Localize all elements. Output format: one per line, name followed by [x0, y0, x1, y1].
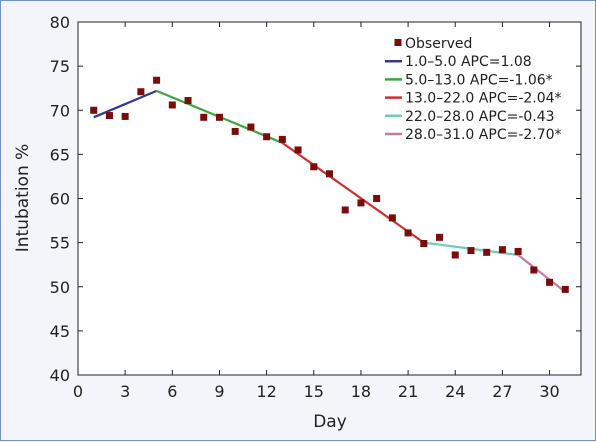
trend-segment-line [281, 142, 425, 244]
x-tick-label: 6 [167, 382, 177, 401]
x-tick-label: 0 [73, 382, 83, 401]
observed-point [388, 214, 396, 222]
x-tick-label: 24 [445, 382, 465, 401]
x-axis: 0 3 6 9 12 15 18 21 24 27 30 [73, 22, 560, 401]
y-tick-label: 75 [50, 57, 70, 76]
observed-point [357, 199, 365, 207]
x-tick-label: 9 [214, 382, 224, 401]
trend-segment-line [93, 89, 158, 119]
legend-label-segment: 22.0–28.0 APC=-0.43 [405, 109, 555, 125]
y-axis-label: Intubation % [13, 144, 33, 253]
legend-label-segment: 5.0–13.0 APC=-1.06* [405, 72, 553, 88]
observed-point [451, 251, 459, 259]
y-axis: 40 45 50 55 60 65 70 75 80 [50, 13, 581, 385]
x-tick-label: 21 [398, 382, 418, 401]
legend-label-segment: 13.0–22.0 APC=-2.04* [405, 91, 562, 107]
observed-point [498, 246, 506, 254]
observed-point [90, 106, 98, 114]
legend-label-segment: 28.0–31.0 APC=-2.70* [405, 127, 562, 143]
x-tick-label: 15 [304, 382, 324, 401]
observed-point [105, 112, 113, 120]
observed-point [215, 113, 223, 121]
x-tick-label: 18 [351, 382, 371, 401]
y-tick-label: 40 [50, 366, 70, 385]
trend-segment-line [517, 254, 566, 293]
legend: Observed 1.0–5.0 APC=1.08 5.0–13.0 APC=-1.… [385, 36, 562, 143]
observed-point [530, 266, 538, 274]
observed-point [200, 113, 208, 121]
y-tick-label: 55 [50, 234, 70, 253]
y-tick-label: 70 [50, 101, 70, 120]
observed-points [90, 76, 569, 293]
y-tick-label: 80 [50, 13, 70, 32]
observed-point [247, 123, 255, 131]
x-tick-label: 30 [539, 382, 559, 401]
y-tick-label: 50 [50, 278, 70, 297]
observed-point [121, 112, 129, 120]
y-tick-label: 65 [50, 145, 70, 164]
observed-point [546, 278, 554, 286]
y-tick-label: 60 [50, 190, 70, 209]
observed-point [137, 88, 145, 96]
x-axis-label: Day [313, 412, 347, 432]
observed-point [420, 240, 428, 248]
observed-point [341, 206, 349, 214]
legend-label-segment: 1.0–5.0 APC=1.08 [405, 54, 532, 70]
legend-label-observed: Observed [405, 36, 472, 52]
observed-point [561, 285, 569, 293]
observed-point [326, 170, 333, 178]
observed-point [294, 146, 302, 154]
x-tick-label: 27 [492, 382, 512, 401]
y-tick-label: 45 [50, 322, 70, 341]
observed-point [310, 163, 318, 171]
plot-area [77, 21, 582, 376]
x-tick-label: 3 [120, 382, 130, 401]
observed-point [278, 135, 286, 143]
observed-point [373, 195, 381, 202]
observed-point [483, 248, 491, 256]
observed-point [168, 101, 176, 109]
legend-marker-observed [394, 39, 402, 46]
observed-point [514, 247, 522, 255]
observed-point [153, 76, 161, 84]
observed-point [231, 127, 239, 135]
x-tick-label: 12 [256, 382, 276, 401]
observed-point [184, 97, 192, 105]
observed-point [436, 233, 444, 241]
observed-point [263, 133, 271, 141]
observed-point [404, 229, 412, 237]
observed-point [467, 247, 475, 255]
